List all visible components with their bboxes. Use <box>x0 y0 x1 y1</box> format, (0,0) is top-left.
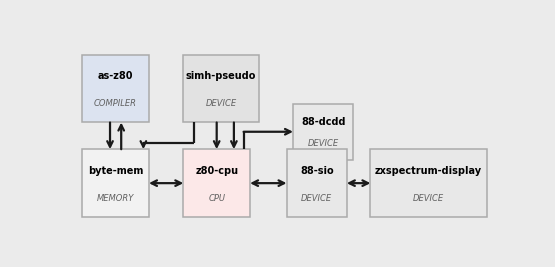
FancyBboxPatch shape <box>183 55 259 123</box>
Text: z80-cpu: z80-cpu <box>195 166 238 176</box>
Text: zxspectrum-display: zxspectrum-display <box>375 166 482 176</box>
Text: as-z80: as-z80 <box>98 71 133 81</box>
FancyBboxPatch shape <box>286 149 347 217</box>
Text: MEMORY: MEMORY <box>97 194 134 203</box>
FancyBboxPatch shape <box>183 149 250 217</box>
Text: DEVICE: DEVICE <box>301 194 332 203</box>
Text: DEVICE: DEVICE <box>413 194 444 203</box>
Text: 88-dcdd: 88-dcdd <box>301 117 345 127</box>
FancyBboxPatch shape <box>371 149 487 217</box>
FancyBboxPatch shape <box>82 55 149 123</box>
FancyBboxPatch shape <box>293 104 353 159</box>
Text: 88-sio: 88-sio <box>300 166 334 176</box>
Text: byte-mem: byte-mem <box>88 166 143 176</box>
Text: COMPILER: COMPILER <box>94 99 137 108</box>
Text: CPU: CPU <box>208 194 225 203</box>
FancyBboxPatch shape <box>82 149 149 217</box>
Text: DEVICE: DEVICE <box>307 139 339 148</box>
Text: DEVICE: DEVICE <box>205 99 236 108</box>
Text: simh-pseudo: simh-pseudo <box>186 71 256 81</box>
